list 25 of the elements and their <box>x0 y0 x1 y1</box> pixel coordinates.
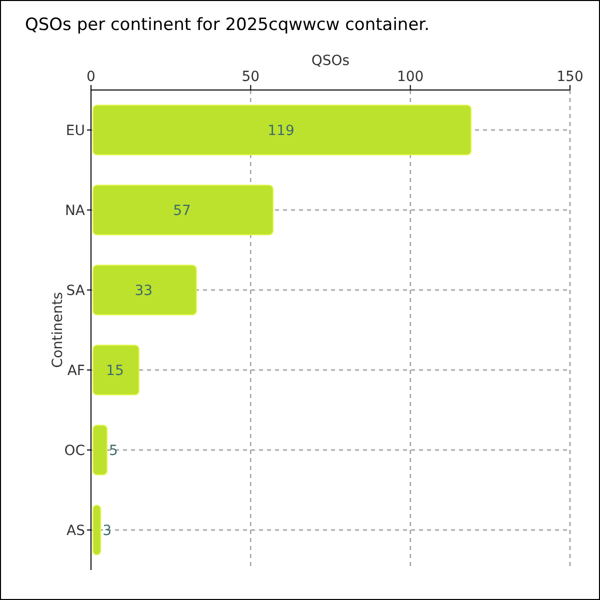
x-tick-label: 0 <box>86 69 96 85</box>
bar <box>92 504 102 556</box>
y-tick-label: OC <box>64 442 86 459</box>
bar <box>92 264 197 316</box>
x-tick-label: 150 <box>556 69 584 85</box>
y-tick-label: AS <box>66 522 86 539</box>
bar <box>92 424 108 476</box>
data-label: 15 <box>106 362 124 379</box>
y-axis-title: Continents <box>50 292 66 368</box>
x-tick-label: 50 <box>242 69 260 85</box>
y-tick-label: NA <box>64 202 86 219</box>
bar <box>92 184 274 236</box>
y-tick-label: EU <box>66 122 85 139</box>
bar <box>92 344 140 396</box>
data-label: 119 <box>268 122 294 139</box>
data-label: 33 <box>134 282 153 299</box>
bar <box>92 104 472 156</box>
y-tick-label: AF <box>67 362 85 379</box>
data-label: 3 <box>102 522 112 539</box>
data-label: 5 <box>108 442 118 459</box>
y-tick-label: SA <box>66 282 86 299</box>
x-axis-title: QSOs <box>311 53 350 69</box>
chart-title: QSOs per continent for 2025cqwwcw container. <box>25 15 430 35</box>
data-label: 57 <box>173 202 191 219</box>
x-tick-label: 100 <box>396 69 424 85</box>
